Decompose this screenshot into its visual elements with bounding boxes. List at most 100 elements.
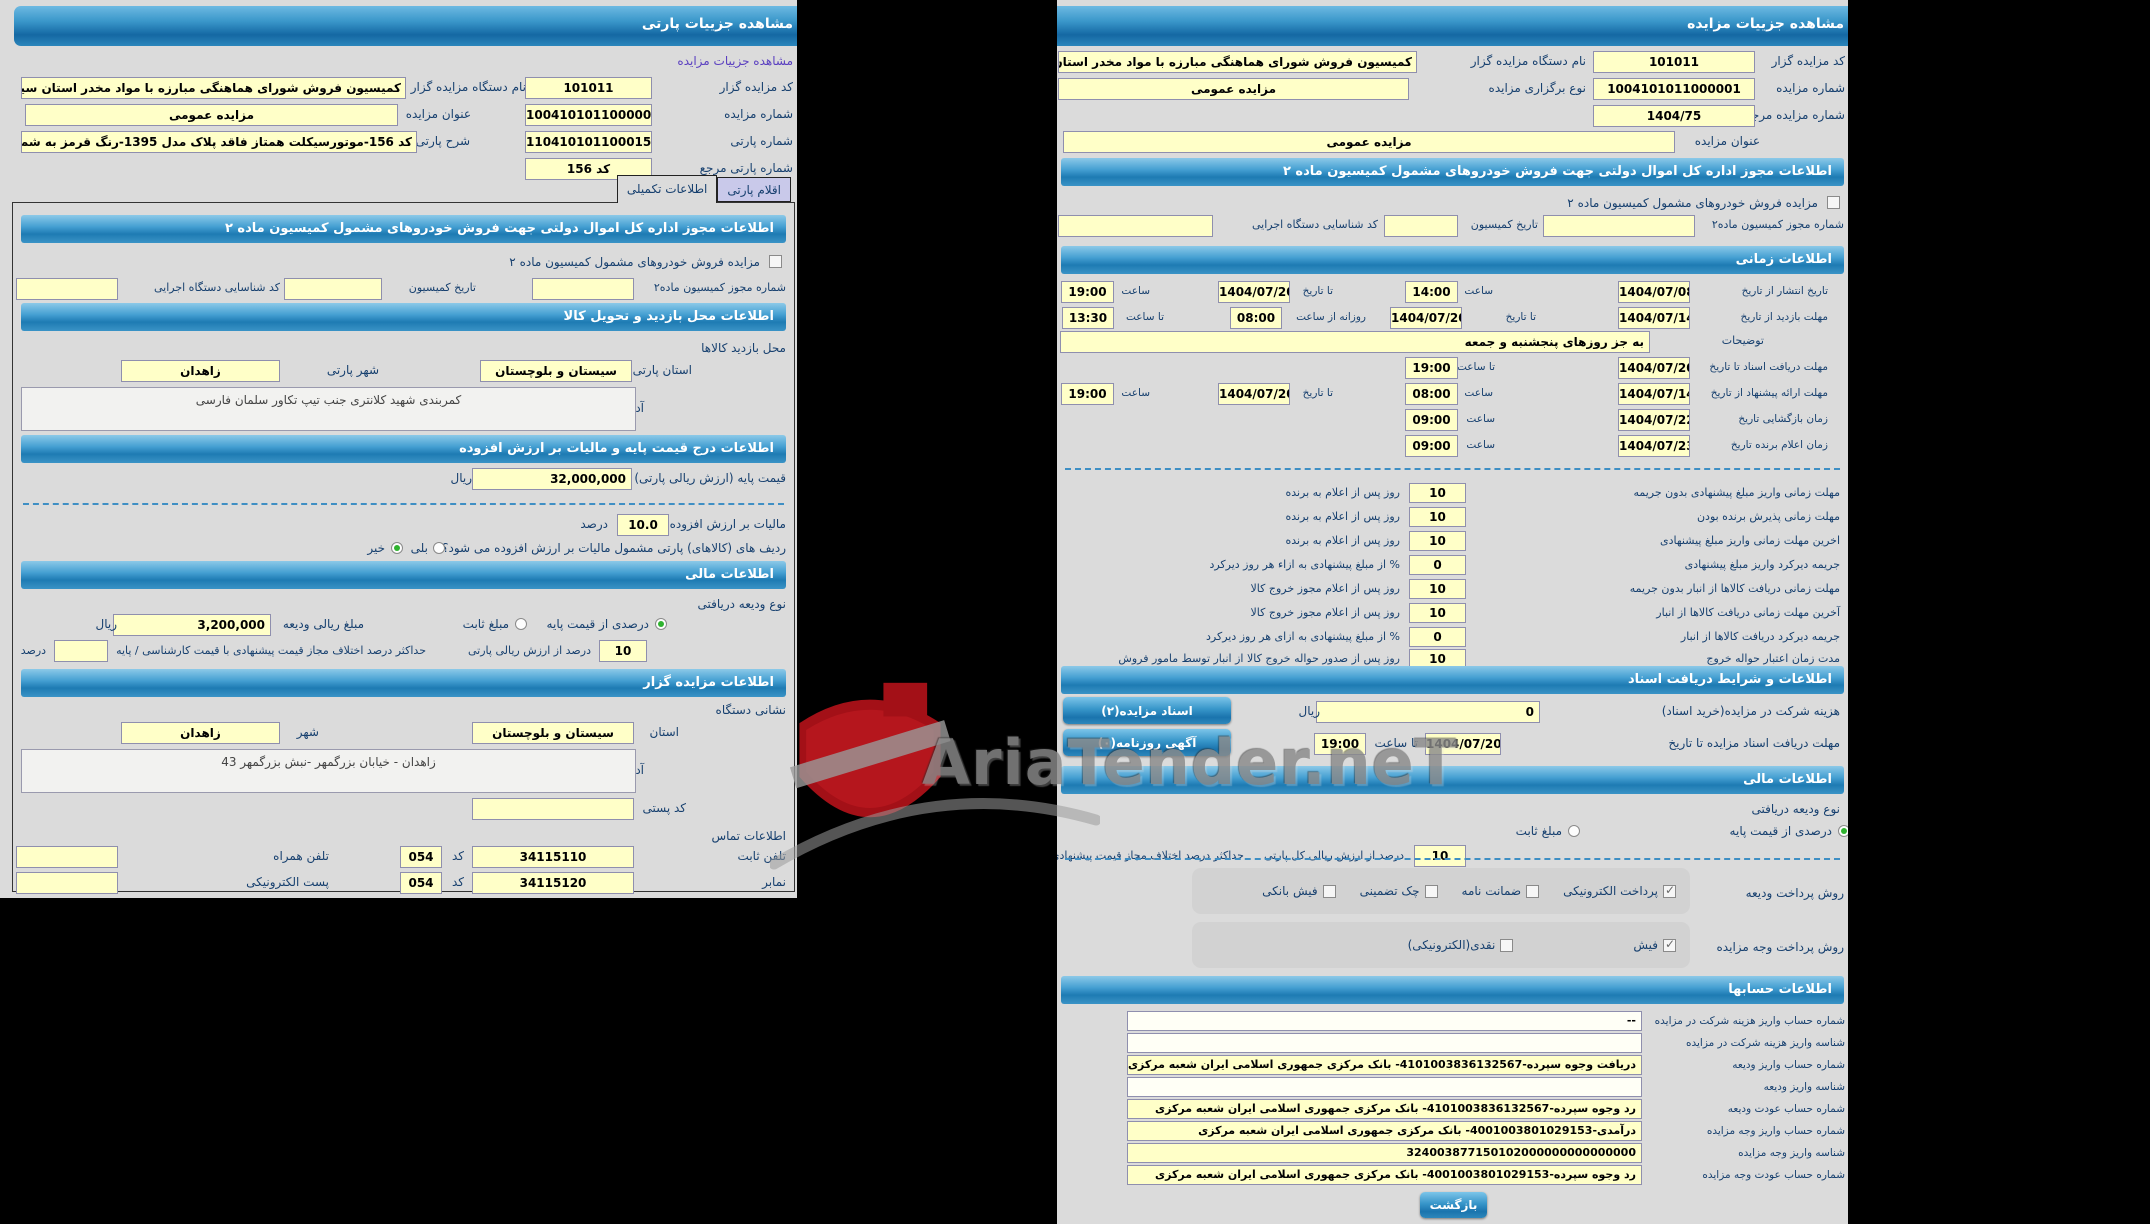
permit-number-field[interactable] — [1543, 215, 1695, 237]
account-field[interactable]: دریافت وجوه سپرده-4101003836132567- بانک… — [1127, 1055, 1642, 1075]
org-name-field[interactable]: کمیسیون فروش شورای هماهنگی مبارزه با موا… — [21, 77, 406, 99]
auction-number-field[interactable]: 1004101011000001 — [525, 104, 652, 126]
party-desc-field[interactable]: کد 156-موتورسیکلت همتاز فاقد پلاک مدل 13… — [21, 131, 417, 153]
visit-until-time[interactable]: 13:30 — [1062, 307, 1114, 329]
pay-method-bank-slip[interactable]: فیش بانکی — [1262, 884, 1336, 898]
opening-date[interactable]: 1404/07/22 — [1618, 409, 1690, 431]
deposit-percent-radio[interactable] — [655, 618, 667, 630]
notes-field[interactable]: به جز روزهای پنجشنبه و جمعه — [1060, 331, 1650, 353]
offer-from-date[interactable]: 1404/07/14 — [1618, 383, 1690, 405]
offer-from-time[interactable]: 08:00 — [1405, 383, 1458, 405]
max-diff-field[interactable] — [54, 640, 109, 662]
newspaper-ad-button[interactable]: آگهی روزنامه(۰) — [1063, 729, 1231, 756]
agency-id-field[interactable] — [16, 278, 118, 300]
org-address-field[interactable]: زاهدان - خیابان بزرگمهر -نبش بزرگمهر 43 — [21, 749, 636, 793]
participation-fee-field[interactable]: 0 — [1316, 701, 1540, 723]
email-field[interactable] — [16, 872, 118, 894]
pay-nofine-field[interactable]: 10 — [1409, 483, 1466, 503]
docs-deadline-date[interactable]: 1404/07/20 — [1618, 357, 1690, 379]
party-province-field[interactable]: سیستان و بلوچستان — [480, 360, 632, 382]
last-pay-field[interactable]: 10 — [1409, 531, 1466, 551]
pickup-nofine-field[interactable]: 10 — [1409, 579, 1466, 599]
offer-to-time[interactable]: 19:00 — [1061, 383, 1114, 405]
tab-supplementary-info[interactable]: اطلاعات تکمیلی — [616, 175, 718, 203]
deposit-fixed-radio[interactable] — [1568, 825, 1580, 837]
bidder-code-field[interactable]: 101011 — [1593, 51, 1755, 73]
pay-method-cash-electronic[interactable]: نقدی(الکترونیکی) — [1408, 938, 1514, 952]
account-field[interactable]: 324003877150102000000000000000 — [1127, 1143, 1642, 1163]
account-field[interactable]: رد وجوه سپرده-4001003801029153- بانک مرک… — [1127, 1165, 1642, 1185]
org-city-field[interactable]: زاهدان — [121, 722, 280, 744]
deposit-percent-field[interactable]: 10 — [599, 640, 647, 662]
docs-deadline-hour-label: تا ساعت — [1456, 361, 1495, 373]
offer-to-date[interactable]: 1404/07/20 — [1218, 383, 1290, 405]
account-field[interactable]: درآمدی-4001003801029153- بانک مرکزی جمهو… — [1127, 1121, 1642, 1141]
winner-announce-time[interactable]: 09:00 — [1405, 435, 1458, 457]
docs-deadline-time[interactable]: 19:00 — [1405, 357, 1458, 379]
late-pay-fine-field[interactable]: 0 — [1409, 555, 1466, 575]
base-price-field[interactable]: 32,000,000 — [472, 468, 632, 490]
account-field[interactable] — [1127, 1033, 1642, 1053]
party-number-field[interactable]: 1104101011000156 — [525, 131, 652, 153]
fax-label: نمابر — [762, 875, 786, 889]
publish-from-time[interactable]: 14:00 — [1405, 281, 1458, 303]
postal-code-field[interactable] — [472, 798, 634, 820]
agency-id-field[interactable] — [1058, 215, 1213, 237]
last-pickup-field[interactable]: 10 — [1409, 603, 1466, 623]
vat-field[interactable]: 10.0 — [617, 514, 669, 536]
visit-daily-from-time[interactable]: 08:00 — [1230, 307, 1282, 329]
vat-no-radio[interactable] — [391, 542, 403, 554]
account-field[interactable] — [1127, 1077, 1642, 1097]
deposit-type-label: نوع ودیعه دریافتی — [697, 597, 786, 611]
auction-title-field[interactable]: مزایده عمومی — [25, 104, 398, 126]
visit-address-field[interactable]: کمربندی شهید کلانتری جنب تیپ تکاور سلمان… — [21, 387, 636, 431]
commission-date-field[interactable] — [284, 278, 382, 300]
publish-to-date[interactable]: 1404/07/20 — [1218, 281, 1290, 303]
late-pickup-fine-field[interactable]: 0 — [1409, 627, 1466, 647]
publish-to-time[interactable]: 19:00 — [1061, 281, 1114, 303]
pay-method-cheque[interactable]: چک تضمینی — [1360, 884, 1438, 898]
auction-number-field[interactable]: 1004101011000001 — [1593, 78, 1755, 100]
vat-yes-radio[interactable] — [433, 542, 445, 554]
auction-title-field[interactable]: مزایده عمومی — [1063, 131, 1675, 153]
auction-docs-button[interactable]: اسناد مزایده(۲) — [1063, 697, 1231, 724]
visit-to-date[interactable]: 1404/07/20 — [1390, 307, 1462, 329]
phone-code-field[interactable]: 054 — [400, 846, 442, 868]
article2-checkbox[interactable] — [769, 255, 782, 268]
pay-method-slip[interactable]: فیش — [1633, 937, 1676, 952]
permit-number-field[interactable] — [532, 278, 634, 300]
bidder-code-field[interactable]: 101011 — [525, 77, 652, 99]
deposit-percent-field[interactable]: 10 — [1414, 845, 1466, 867]
visit-from-date[interactable]: 1404/07/14 — [1618, 307, 1690, 329]
article2-checkbox[interactable] — [1827, 196, 1840, 209]
account-field[interactable]: -- — [1127, 1011, 1642, 1031]
deposit-fixed-radio[interactable] — [515, 618, 527, 630]
docs-receive-deadline-date[interactable]: 1404/07/20 — [1425, 733, 1501, 755]
pay-method-electronic[interactable]: پرداخت الکترونیکی — [1563, 883, 1676, 898]
publish-from-date[interactable]: 1404/07/08 — [1618, 281, 1690, 303]
watermark-brand-text: AriaTender.neT — [922, 726, 1459, 799]
mobile-field[interactable] — [16, 846, 118, 868]
phone-field[interactable]: 34115110 — [472, 846, 634, 868]
accept-win-field[interactable]: 10 — [1409, 507, 1466, 527]
org-province-field[interactable]: سیستان و بلوچستان — [472, 722, 634, 744]
back-button[interactable]: بازگشت — [1420, 1192, 1487, 1218]
commission-date-field[interactable] — [1384, 215, 1458, 237]
auction-type-field[interactable]: مزایده عمومی — [1058, 78, 1409, 100]
winner-announce-date[interactable]: 1404/07/23 — [1618, 435, 1690, 457]
view-auction-details-link[interactable]: مشاهده جزییات مزایده — [677, 54, 793, 68]
party-city-field[interactable]: زاهدان — [121, 360, 280, 382]
fax-field[interactable]: 34115120 — [472, 872, 634, 894]
account-field[interactable]: رد وجوه سپرده-4101003836132567- بانک مرک… — [1127, 1099, 1642, 1119]
agency-id-label: کد شناسایی دستگاه اجرایی — [153, 281, 280, 294]
tab-party-items[interactable]: اقلام پارتی — [717, 177, 791, 202]
opening-time[interactable]: 09:00 — [1405, 409, 1458, 431]
party-ref-field[interactable]: کد 156 — [525, 158, 652, 180]
deposit-percent-radio[interactable] — [1838, 825, 1848, 837]
auction-ref-field[interactable]: 1404/75 — [1593, 105, 1755, 127]
docs-receive-deadline-time[interactable]: 19:00 — [1314, 733, 1366, 755]
pay-method-guarantee[interactable]: ضمانت نامه — [1462, 884, 1540, 898]
org-name-field[interactable]: کمیسیون فروش شورای هماهنگی مبارزه با موا… — [1058, 51, 1417, 73]
deposit-amount-field[interactable]: 3,200,000 — [113, 614, 271, 636]
fax-code-field[interactable]: 054 — [400, 872, 442, 894]
